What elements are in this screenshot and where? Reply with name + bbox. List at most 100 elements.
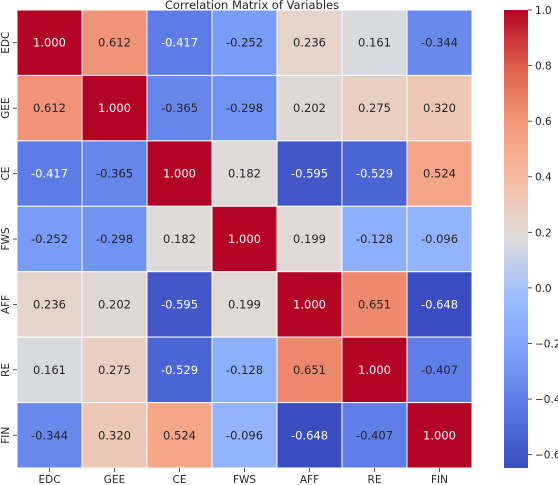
chart-title: Correlation Matrix of Variables	[165, 0, 339, 12]
heatmap-cell	[406, 74, 473, 142]
cell-value-label: -0.407	[421, 363, 458, 377]
cell-value-label: 0.199	[228, 297, 261, 311]
heatmap-cell	[211, 205, 278, 273]
y-tick-label: EDC	[0, 32, 12, 54]
heatmap-cell	[146, 336, 213, 404]
heatmap-cell	[211, 74, 278, 142]
cell-value-label: 1.000	[163, 167, 196, 181]
cell-value-label: 1.000	[358, 363, 391, 377]
heatmap-cell	[341, 205, 408, 273]
heatmap-cell	[16, 74, 83, 142]
heatmap-cell	[146, 205, 213, 273]
colorbar-tick-label: 0.4	[535, 172, 552, 184]
cell-value-label: 1.000	[423, 428, 456, 442]
cell-value-label: 0.612	[98, 36, 131, 50]
heatmap-cell	[341, 74, 408, 142]
heatmap-cell	[276, 140, 343, 207]
x-tick-label: FIN	[431, 474, 448, 485]
heatmap-cell	[81, 336, 148, 404]
y-tick-label: FIN	[0, 427, 12, 444]
cell-value-label: 1.000	[33, 36, 66, 50]
cell-value-label: 1.000	[228, 232, 261, 246]
heatmap-cell	[211, 271, 278, 338]
colorbar	[504, 10, 528, 468]
cell-value-label: 1.000	[293, 297, 326, 311]
heatmap-cell	[341, 336, 408, 404]
colorbar-tick-label: 1.0	[535, 5, 552, 17]
cell-value-label: 0.161	[358, 36, 391, 50]
cell-value-label: 0.236	[33, 297, 66, 311]
heatmap-cell	[16, 402, 83, 469]
heatmap-cell	[81, 402, 148, 469]
cell-value-label: -0.298	[226, 101, 263, 115]
cell-value-label: 0.320	[98, 428, 131, 442]
cell-value-label: 0.161	[33, 363, 66, 377]
heatmap-cell	[211, 336, 278, 404]
cell-value-label: 1.000	[98, 101, 131, 115]
heatmap-cell	[406, 336, 473, 404]
heatmap-cell	[276, 9, 343, 76]
cell-value-label: 0.275	[358, 101, 391, 115]
heatmap-cell	[16, 205, 83, 273]
y-tick-label: AFF	[0, 295, 12, 314]
x-tick-label: GEE	[104, 474, 125, 485]
cell-value-label: -0.529	[161, 363, 198, 377]
heatmap-cell	[146, 271, 213, 338]
heatmap-cell	[406, 205, 473, 273]
cell-value-label: 0.524	[423, 167, 456, 181]
y-tick-label: FWS	[0, 227, 12, 250]
cell-value-label: -0.529	[356, 167, 393, 181]
heatmap-cell	[276, 74, 343, 142]
cell-value-label: -0.648	[421, 297, 458, 311]
cell-value-label: 0.182	[228, 167, 261, 181]
cell-value-label: 0.236	[293, 36, 326, 50]
cell-value-label: 0.612	[33, 101, 66, 115]
heatmap-cell	[81, 74, 148, 142]
heatmap-cell	[341, 271, 408, 338]
x-tick-label: FWS	[233, 474, 256, 485]
cell-value-label: 0.651	[358, 297, 391, 311]
heatmap-cell	[341, 9, 408, 76]
cell-value-label: -0.407	[356, 428, 393, 442]
cell-value-label: -0.648	[291, 428, 328, 442]
cell-value-label: -0.344	[31, 428, 68, 442]
x-tick-label: AFF	[300, 474, 319, 485]
cell-value-label: 0.199	[293, 232, 326, 246]
cell-value-label: 0.202	[98, 297, 131, 311]
colorbar-tick-label: 0.6	[535, 116, 552, 128]
colorbar-tick-label: −0.6	[535, 450, 558, 462]
heatmap-cell	[211, 402, 278, 469]
heatmap-cell	[16, 271, 83, 338]
cell-value-label: -0.417	[31, 167, 68, 181]
cell-value-label: -0.128	[356, 232, 393, 246]
cell-value-label: -0.595	[291, 167, 328, 181]
heatmap-cell	[406, 271, 473, 338]
colorbar-tick-label: 0.0	[535, 283, 552, 295]
cell-value-label: -0.096	[226, 428, 263, 442]
heatmap-cell	[406, 140, 473, 207]
colorbar-tick-label: 0.2	[535, 227, 552, 239]
cell-value-label: 0.651	[293, 363, 326, 377]
colorbar-tick-label: −0.2	[535, 338, 558, 350]
cell-value-label: -0.298	[96, 232, 133, 246]
cell-value-label: 0.202	[293, 101, 326, 115]
cell-value-label: -0.128	[226, 363, 263, 377]
cell-value-label: -0.252	[31, 232, 68, 246]
cell-value-label: -0.344	[421, 36, 458, 50]
heatmap-cell	[276, 271, 343, 338]
cell-value-label: -0.365	[96, 167, 133, 181]
cell-value-label: -0.096	[421, 232, 458, 246]
colorbar-tick-label: 0.8	[535, 61, 552, 73]
x-tick-label: EDC	[38, 474, 60, 485]
heatmap-cell	[211, 140, 278, 207]
y-tick-label: RE	[0, 363, 12, 377]
x-tick-label: CE	[173, 474, 187, 485]
cell-value-label: 0.182	[163, 232, 196, 246]
y-tick-label: GEE	[0, 97, 12, 118]
cell-value-label: -0.252	[226, 36, 263, 50]
heatmap-cell	[406, 9, 473, 76]
cell-value-label: 0.524	[163, 428, 196, 442]
heatmap-cell	[16, 140, 83, 207]
cell-value-label: 0.320	[423, 101, 456, 115]
